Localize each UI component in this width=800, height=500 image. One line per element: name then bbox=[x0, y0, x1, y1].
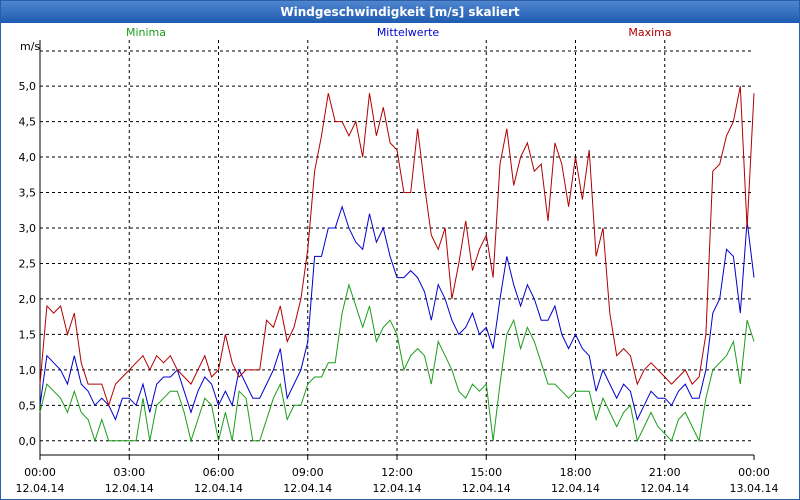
series-line-minima bbox=[39, 282, 755, 443]
legend-entry-minima: Minima bbox=[126, 26, 166, 39]
x-tick-label-time: 21:00 bbox=[649, 466, 681, 479]
x-tick-label-date: 12.04.14 bbox=[551, 482, 600, 495]
y-tick-label: 3,0 bbox=[19, 222, 37, 235]
x-tick-label-time: 00:00 bbox=[24, 466, 56, 479]
x-tick-label-date: 12.04.14 bbox=[194, 482, 243, 495]
y-tick-label: 2,5 bbox=[19, 257, 37, 270]
x-tick-label-time: 06:00 bbox=[203, 466, 235, 479]
axes: 0,0 0,5 1,0 1,5 2,0 2,5 3,0 3,5 4,0 4,5 5,0 00:00 12… bbox=[16, 40, 779, 495]
y-tick-label: 1,0 bbox=[19, 364, 37, 377]
y-axis-label: m/s bbox=[20, 40, 40, 53]
x-tick-label-date: 12.04.14 bbox=[283, 482, 332, 495]
x-tick-label-time: 03:00 bbox=[113, 466, 145, 479]
legend-entry-mittelwerte: Mittelwerte bbox=[377, 26, 440, 39]
x-tick-label-date: 12.04.14 bbox=[640, 482, 689, 495]
window-title: Windgeschwindigkeit [m/s] skaliert bbox=[1, 1, 799, 23]
x-tick-label-time: 18:00 bbox=[560, 466, 592, 479]
x-tick-label-time: 09:00 bbox=[292, 466, 324, 479]
series-line-mittelwerte bbox=[39, 205, 755, 421]
legend-entry-maxima: Maxima bbox=[628, 26, 671, 39]
y-tick-label: 3,5 bbox=[19, 187, 37, 200]
grid bbox=[40, 40, 754, 455]
y-tick-label: 0,0 bbox=[19, 435, 37, 448]
x-tick-label-date: 12.04.14 bbox=[462, 482, 511, 495]
x-tick-label-time: 12:00 bbox=[381, 466, 413, 479]
series-group bbox=[39, 86, 755, 443]
y-tick-label: 5,0 bbox=[19, 80, 37, 93]
y-tick-label: 0,5 bbox=[19, 399, 37, 412]
x-tick-label-date: 12.04.14 bbox=[373, 482, 422, 495]
y-tick-label: 2,0 bbox=[19, 293, 37, 306]
x-tick-label-time: 00:00 bbox=[738, 466, 770, 479]
x-tick-label-date: 12.04.14 bbox=[16, 482, 65, 495]
x-tick-label-date: 13.04.14 bbox=[730, 482, 779, 495]
x-tick-label-date: 12.04.14 bbox=[105, 482, 154, 495]
x-tick-label-time: 15:00 bbox=[470, 466, 502, 479]
series-line-maxima bbox=[39, 86, 755, 407]
y-tick-label: 4,0 bbox=[19, 151, 37, 164]
y-tick-label: 1,5 bbox=[19, 328, 37, 341]
y-tick-label: 4,5 bbox=[19, 116, 37, 129]
legend: Minima Mittelwerte Maxima bbox=[126, 26, 672, 39]
